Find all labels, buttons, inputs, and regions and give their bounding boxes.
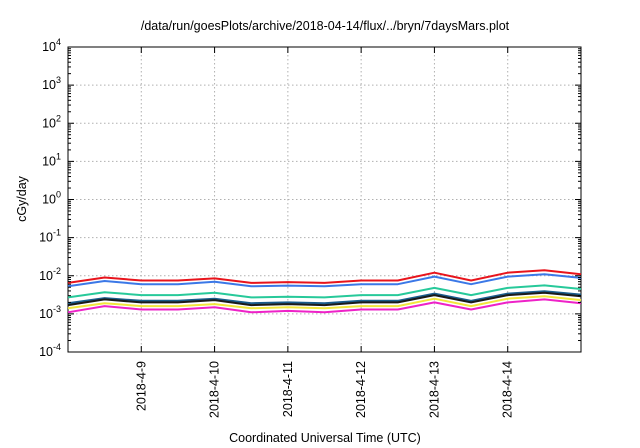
- y-tick-label: 102: [42, 113, 61, 130]
- series-line-3: [67, 284, 582, 299]
- chart-title: /data/run/goesPlots/archive/2018-04-14/f…: [141, 19, 510, 33]
- x-tick-label: 2018-4-12: [354, 361, 368, 418]
- series-line-7: [67, 298, 582, 314]
- x-axis-label: Coordinated Universal Time (UTC): [229, 431, 421, 445]
- x-tick-label: 2018-4-13: [427, 361, 441, 418]
- y-tick-label: 104: [42, 37, 61, 54]
- y-tick-label: 10-2: [39, 266, 61, 283]
- y-tick-label: 101: [42, 151, 61, 168]
- y-tick-label: 10-4: [39, 342, 61, 359]
- y-tick-label: 103: [42, 75, 61, 92]
- series-layer: [67, 269, 582, 314]
- x-axis: 2018-4-9 2018-4-10 2018-4-11 2018-4-12 2018-…: [134, 47, 515, 418]
- y-axis: 10-4 10-3 10-2 10-1 100 101 102 103 104: [39, 37, 581, 359]
- grid: [68, 47, 581, 352]
- series-line-1: [67, 269, 582, 284]
- x-tick-label: 2018-4-9: [134, 361, 148, 411]
- series-line-5: [67, 291, 582, 307]
- x-tick-label: 2018-4-11: [281, 361, 295, 417]
- x-tick-label: 2018-4-10: [208, 361, 222, 418]
- series-line-6: [67, 295, 582, 310]
- x-tick-label: 2018-4-14: [501, 361, 515, 418]
- y-tick-label: 10-3: [39, 304, 61, 321]
- y-tick-label: 100: [42, 190, 61, 207]
- series-line-2: [67, 273, 582, 288]
- y-axis-label: cGy/day: [15, 175, 29, 222]
- y-tick-label: 10-1: [39, 228, 61, 245]
- series-line-4: [67, 290, 582, 305]
